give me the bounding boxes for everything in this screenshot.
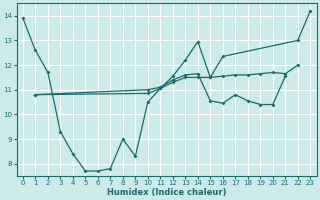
X-axis label: Humidex (Indice chaleur): Humidex (Indice chaleur) bbox=[107, 188, 226, 197]
